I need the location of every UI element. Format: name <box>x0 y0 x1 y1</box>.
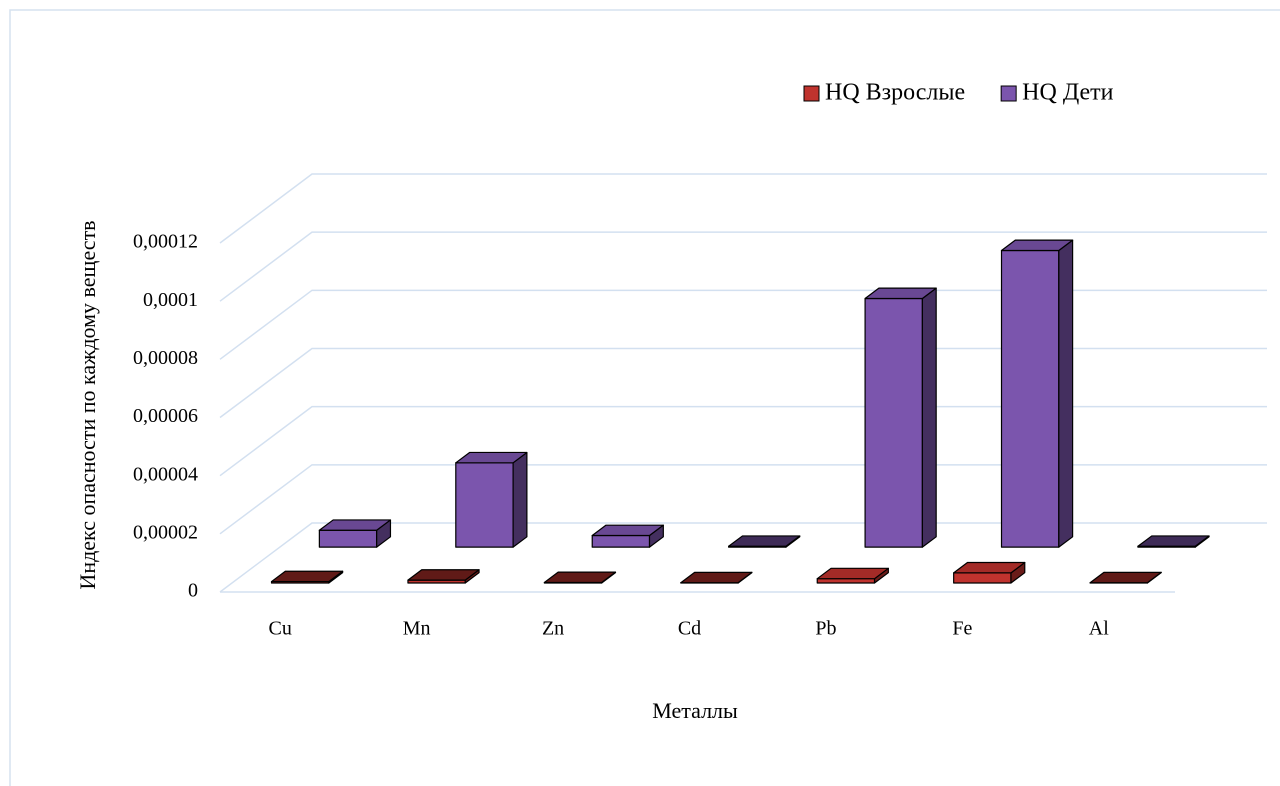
y-tick-label: 0,00012 <box>133 231 198 253</box>
bar <box>1089 571 1162 584</box>
bar-top <box>318 519 392 531</box>
bar-side <box>512 451 528 548</box>
legend-label: HQ Взрослые <box>825 80 965 106</box>
bar-top <box>953 561 1026 574</box>
grid-line <box>219 231 1267 302</box>
bar-front <box>953 572 1012 584</box>
bar <box>591 524 664 548</box>
bar-front <box>1000 249 1060 548</box>
y-tick-label: 0,00008 <box>133 347 198 369</box>
bar-side <box>1058 239 1074 548</box>
bar-top <box>864 287 937 300</box>
x-tick-label: Zn <box>542 618 564 640</box>
legend-label: HQ Дети <box>1022 80 1113 106</box>
y-tick-label: 0 <box>188 580 198 602</box>
grid-line <box>219 173 1267 244</box>
bar-top <box>816 567 889 580</box>
bar-top <box>1089 571 1162 584</box>
bar <box>1137 535 1210 548</box>
legend-swatch <box>1000 85 1017 102</box>
y-tick-label: 0,0001 <box>143 289 198 311</box>
chart-frame <box>9 9 1280 786</box>
grid-line <box>219 522 1267 593</box>
bar <box>728 535 801 548</box>
grid-line <box>219 405 1267 477</box>
bar <box>680 571 753 584</box>
bar-top <box>1000 239 1074 252</box>
bar-top <box>1137 535 1210 547</box>
bar-front <box>591 534 651 548</box>
x-tick-label: Fe <box>952 618 972 640</box>
y-tick-label: 0,00002 <box>133 521 198 543</box>
y-tick-label: 0,00006 <box>133 405 198 427</box>
bar-top <box>543 571 617 584</box>
bar-top <box>680 571 753 584</box>
bar-top <box>407 569 480 581</box>
bar-top <box>728 535 801 547</box>
bar-top <box>270 570 344 583</box>
grid-line <box>219 289 1267 360</box>
bar-front <box>864 297 923 548</box>
y-axis-label: Индекс опасности по каждому веществ <box>75 220 100 589</box>
grid-line <box>219 347 1267 419</box>
bar <box>816 567 889 584</box>
y-tick-label: 0,00004 <box>133 463 198 485</box>
x-tick-label: Pb <box>815 618 836 640</box>
bar-front <box>455 462 514 548</box>
x-tick-label: Mn <box>403 618 431 640</box>
bar-top <box>591 524 664 537</box>
legend-swatch <box>803 85 820 102</box>
grid-line <box>219 464 1267 535</box>
x-tick-label: Cd <box>678 618 701 640</box>
bar <box>953 561 1026 584</box>
x-tick-label: Cu <box>269 618 292 640</box>
bar-top <box>455 451 528 464</box>
bar <box>864 287 937 548</box>
bar <box>455 451 528 548</box>
x-tick-label: Al <box>1089 618 1109 640</box>
bar <box>270 570 344 584</box>
bar-side <box>921 287 937 548</box>
x-axis-label: Металлы <box>652 698 738 723</box>
bar <box>407 569 480 584</box>
bar <box>318 519 392 548</box>
bar-front <box>318 529 378 548</box>
bar <box>1000 239 1074 548</box>
bar <box>543 571 617 584</box>
bar-front <box>816 578 876 584</box>
